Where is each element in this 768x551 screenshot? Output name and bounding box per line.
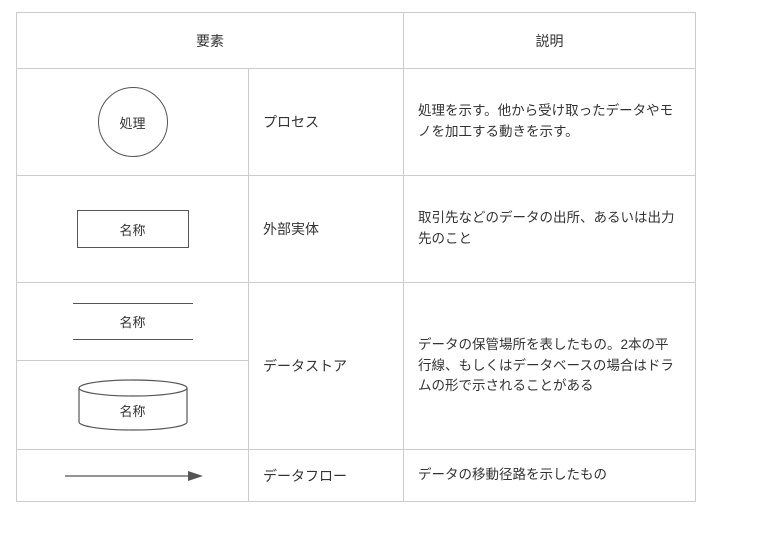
datastore-name: データストア [249, 283, 404, 449]
row-process: 処理 プロセス 処理を示す。他から受け取ったデータやモノを加工する動きを示す。 [17, 69, 695, 176]
datastore-cylinder-label: 名称 [77, 401, 189, 420]
datastore-cylinder: 名称 [17, 361, 248, 449]
line-icon [73, 339, 193, 340]
external-name: 外部実体 [249, 176, 404, 282]
table-header-row: 要素 説明 [17, 13, 695, 69]
datastore-description: データの保管場所を表したもの。2本の平行線、もしくはデータベースの場合はドラムの… [404, 283, 695, 449]
process-name: プロセス [249, 69, 404, 175]
process-symbol-label: 処理 [119, 113, 145, 132]
process-description: 処理を示す。他から受け取ったデータやモノを加工する動きを示す。 [404, 69, 695, 175]
row-dataflow: データフロー データの移動径路を示したもの [17, 450, 695, 501]
external-symbol-label: 名称 [119, 220, 145, 239]
row-external-entity: 名称 外部実体 取引先などのデータの出所、あるいは出力先のこと [17, 176, 695, 283]
dataflow-name: データフロー [249, 450, 404, 501]
external-symbol-cell: 名称 [17, 176, 249, 282]
datastore-parallel-label: 名称 [119, 304, 145, 339]
datastore-symbol-cell: 名称 名称 [17, 283, 249, 449]
cylinder-icon: 名称 [77, 379, 189, 431]
rectangle-icon: 名称 [77, 210, 189, 248]
row-datastore: 名称 名称 データストア データの保管場所を表したもの。2本の平行線、もしくはデ… [17, 283, 695, 450]
dataflow-description: データの移動径路を示したもの [404, 450, 695, 501]
arrow-icon [63, 468, 203, 484]
external-description: 取引先などのデータの出所、あるいは出力先のこと [404, 176, 695, 282]
process-symbol-cell: 処理 [17, 69, 249, 175]
dataflow-symbol-cell [17, 450, 249, 501]
dfd-elements-table: 要素 説明 処理 プロセス 処理を示す。他から受け取ったデータやモノを加工する動… [16, 12, 696, 502]
header-description: 説明 [404, 13, 695, 68]
parallel-lines-icon: 名称 [73, 303, 193, 340]
datastore-parallel-lines: 名称 [17, 283, 248, 361]
circle-icon: 処理 [98, 87, 168, 157]
header-element: 要素 [17, 13, 404, 68]
